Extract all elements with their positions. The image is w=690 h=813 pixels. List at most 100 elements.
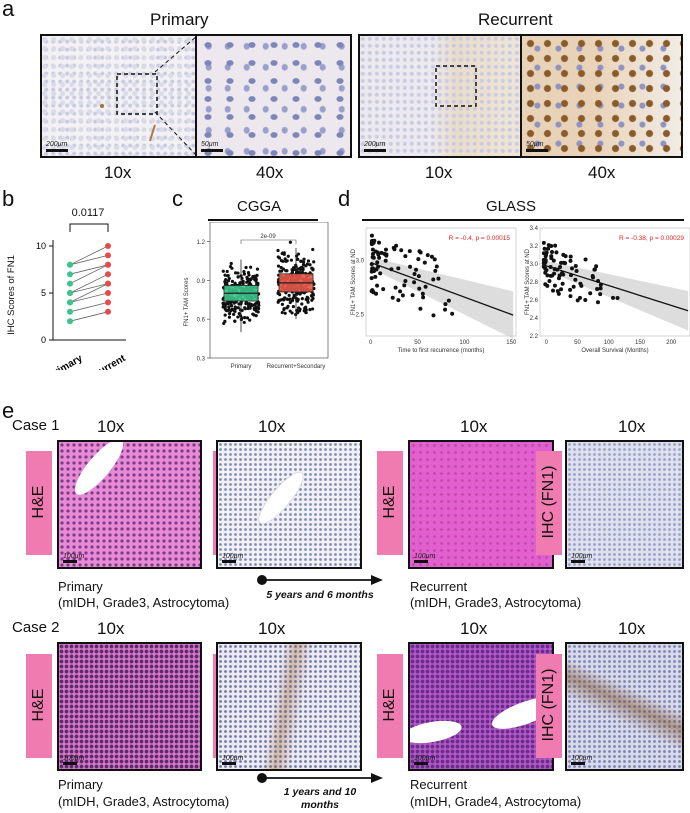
data-point (568, 258, 573, 263)
data-point (233, 309, 237, 314)
data-point (254, 277, 258, 281)
data-point (421, 295, 426, 300)
data-point (296, 267, 301, 271)
y-tick-label: 0.9 (197, 279, 206, 285)
panel-d-charts: 0 50 100 150 2.5 3.0 Time to first recurrence … (351, 226, 690, 354)
case2-primary-detail: (mIDH, Grade3, Astrocytoma) (58, 794, 230, 809)
x-tick-label: 200 (666, 340, 677, 346)
data-point (302, 309, 306, 313)
data-point (416, 274, 421, 279)
data-point (224, 278, 228, 282)
data-point (288, 240, 292, 244)
scale-label: 200μm (364, 141, 386, 148)
pair-line (69, 283, 109, 294)
data-point (383, 258, 388, 263)
data-point (247, 273, 251, 277)
pair-line (69, 255, 109, 266)
y-tick-label: 3.4 (530, 226, 539, 232)
case2-recurrent-label: Recurrent (410, 777, 468, 792)
data-point (379, 250, 384, 255)
data-point (375, 260, 380, 265)
data-point (223, 273, 227, 277)
he-label-box (377, 451, 403, 555)
data-point (549, 250, 554, 255)
data-point (541, 257, 546, 262)
data-point (551, 258, 556, 263)
x-tick-label: 0 (545, 340, 549, 346)
data-point (242, 272, 247, 276)
data-point (592, 267, 597, 272)
data-point (300, 302, 304, 306)
y-tick-label: 2.8 (530, 280, 539, 286)
data-point (561, 252, 566, 257)
data-point (558, 264, 563, 269)
regression-line (542, 264, 689, 312)
data-point (233, 271, 238, 275)
data-point (246, 271, 251, 275)
correlation-annotation: R = -0.4, p = 0.00015 (449, 235, 511, 242)
data-point (588, 291, 593, 296)
case1-recurrent-he-image: 100μm (408, 440, 554, 569)
data-point (573, 263, 578, 268)
data-point (227, 312, 232, 316)
primary-point (67, 290, 73, 296)
data-point (276, 248, 280, 253)
data-point (299, 259, 303, 263)
panel-a-primary-title: Primary (150, 10, 209, 29)
case2-interval-line1: 1 years and 10 (283, 786, 357, 798)
data-point (310, 294, 314, 298)
data-point (304, 305, 308, 309)
he-label-box (26, 451, 52, 555)
y-tick-label: 0.6 (197, 318, 206, 324)
recurrent-ihc-40x-image: 50μm (520, 34, 683, 158)
data-point (446, 298, 451, 303)
data-point (276, 264, 281, 268)
data-point (396, 298, 401, 303)
data-point (255, 282, 259, 286)
case1-recurrent-label: Recurrent (410, 579, 468, 594)
data-point (226, 279, 231, 283)
data-point (376, 252, 381, 257)
data-point (399, 248, 404, 253)
confidence-band (370, 257, 514, 339)
case1-label: Case 1 (12, 417, 60, 434)
data-point (230, 266, 234, 270)
data-point (223, 307, 227, 311)
mag-label: 10x (97, 619, 125, 638)
data-point (443, 302, 448, 307)
data-point (570, 266, 575, 271)
data-point (256, 310, 260, 314)
panel-d-letter: d (338, 186, 351, 211)
data-point (422, 260, 427, 265)
recurrent-ihc-10x-image: 200μm (358, 34, 522, 158)
panel-c-chart: 2e-09 FN1+ TAM Scores 0.3 0.6 0.9 1.2 Prima… (184, 222, 329, 370)
data-point (571, 284, 576, 289)
pair-line (69, 292, 109, 303)
data-point (590, 274, 595, 279)
scale-bar (222, 560, 236, 563)
mag-label: 10x (618, 619, 646, 638)
title-rule (362, 219, 684, 221)
data-point (284, 259, 288, 263)
data-point (574, 269, 579, 274)
data-point (611, 295, 616, 300)
pair-line (69, 273, 109, 294)
data-point (550, 288, 555, 293)
y-tick-label: 2.6 (530, 298, 539, 304)
data-point (254, 301, 259, 305)
primary-point (67, 261, 73, 268)
x-tick: Primary (231, 364, 252, 370)
y-axis-label: FN1+ TAM Scores at ND (351, 248, 357, 315)
data-point (556, 276, 561, 281)
case1-primary-he-image: 100μm (57, 440, 202, 569)
ihc-label-box (536, 451, 562, 555)
data-point (236, 271, 240, 275)
mag-label: 10x (104, 163, 132, 182)
data-point (578, 295, 583, 300)
data-point (249, 302, 253, 306)
data-point (555, 289, 560, 294)
data-point (432, 257, 437, 262)
mag-label: 10x (425, 163, 453, 182)
data-point (245, 316, 250, 320)
data-point (229, 309, 233, 313)
